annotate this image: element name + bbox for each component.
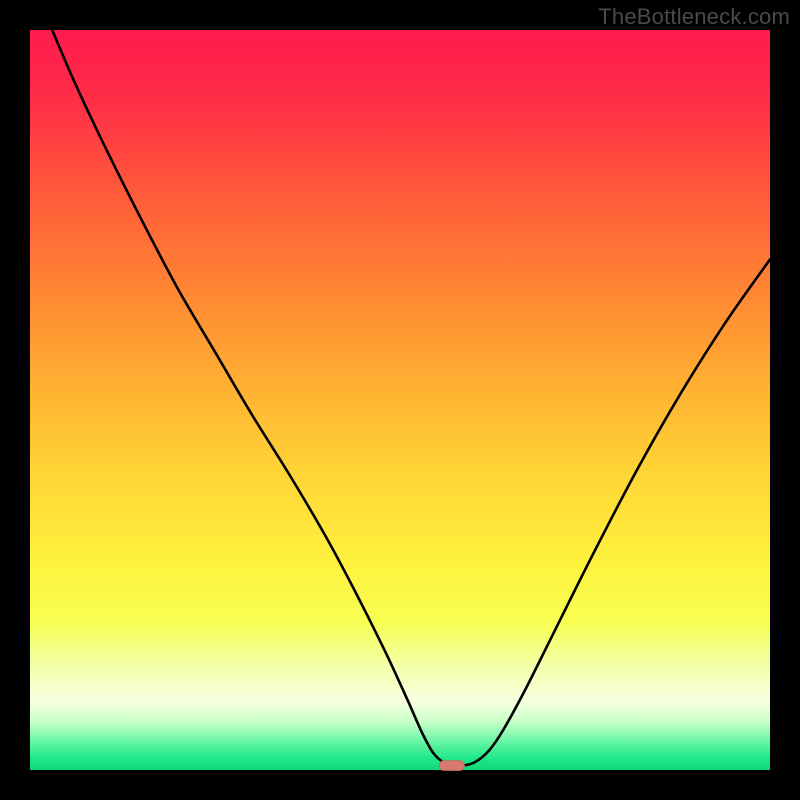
chart-container: TheBottleneck.com bbox=[0, 0, 800, 800]
bottleneck-chart bbox=[0, 0, 800, 800]
watermark-text: TheBottleneck.com bbox=[598, 4, 790, 30]
optimal-marker bbox=[439, 761, 464, 771]
plot-background bbox=[30, 30, 770, 770]
